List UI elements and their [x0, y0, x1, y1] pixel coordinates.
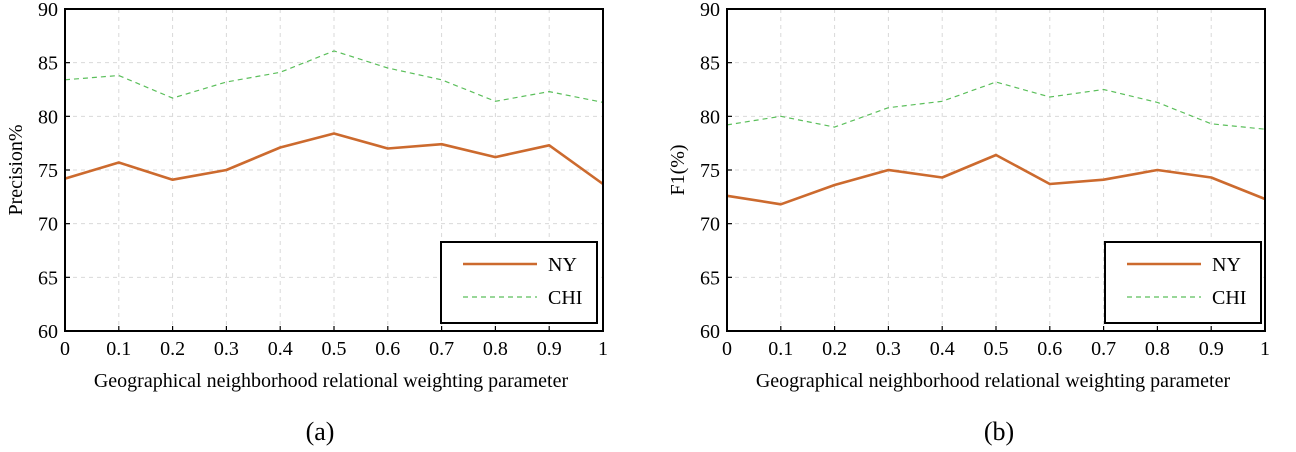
legend-label-ny: NY [548, 254, 577, 276]
y-tick-label: 70 [38, 214, 58, 236]
x-tick-label: 0.7 [429, 338, 454, 360]
series-line-chi [726, 81, 1266, 130]
chart-panel-b: 0 0.1 0.2 0.3 0.4 0.5 0.6 0.7 0.8 0.9 1 60 65 70 75 80 8… [667, 0, 1270, 446]
y-tick-label: 60 [38, 321, 58, 343]
y-tick-label: 65 [38, 267, 58, 289]
legend-box [1104, 241, 1262, 324]
x-tick-label: 0.3 [876, 338, 901, 360]
x-tick-label: 0.8 [483, 338, 508, 360]
series-line-chi [64, 50, 604, 103]
x-tick-label: 0.2 [822, 338, 847, 360]
x-tick-label: 0 [60, 338, 70, 360]
y-tick-label: 80 [38, 106, 58, 128]
y-tick-label: 75 [38, 160, 58, 182]
y-tick-label: 85 [38, 53, 58, 75]
x-tick-label: 1 [1260, 338, 1270, 360]
y-axis-label: F1(%) [667, 144, 689, 195]
x-tick-label: 0.5 [322, 338, 347, 360]
y-tick-label: 60 [700, 321, 720, 343]
x-tick-label: 0.9 [1199, 338, 1224, 360]
x-tick-label: 1 [598, 338, 608, 360]
x-tick-label: 0.4 [268, 338, 293, 360]
x-tick-label: 0.2 [160, 338, 185, 360]
series-line-ny [726, 153, 1266, 206]
y-axis-label: Precision% [5, 124, 27, 215]
legend: NY CHI [1104, 241, 1262, 324]
legend-label-ny: NY [1212, 254, 1241, 276]
series-line-ny [64, 132, 604, 186]
x-axis-label: Geographical neighborhood relational wei… [756, 370, 1231, 392]
x-tick-label: 0.3 [214, 338, 239, 360]
legend-label-chi: CHI [1212, 287, 1246, 309]
y-tick-label: 90 [700, 0, 720, 21]
x-tick-label: 0.1 [106, 338, 131, 360]
chart-panel-a: 0 0.1 0.2 0.3 0.4 0.5 0.6 0.7 0.8 0.9 1 60 65 70 75 80 8… [5, 0, 608, 446]
legend-label-chi: CHI [548, 287, 582, 309]
x-tick-label: 0.6 [375, 338, 400, 360]
y-tick-label: 85 [700, 53, 720, 75]
x-tick-label: 0.9 [537, 338, 562, 360]
y-tick-label: 70 [700, 214, 720, 236]
x-tick-label: 0.7 [1091, 338, 1116, 360]
panel-caption: (b) [984, 417, 1014, 446]
x-tick-label: 0.4 [930, 338, 955, 360]
y-tick-label: 90 [38, 0, 58, 21]
x-tick-label: 0.6 [1037, 338, 1062, 360]
panel-caption: (a) [306, 417, 335, 446]
x-tick-label: 0 [722, 338, 732, 360]
x-tick-label: 0.8 [1145, 338, 1170, 360]
y-tick-label: 75 [700, 160, 720, 182]
x-axis-label: Geographical neighborhood relational wei… [94, 370, 569, 392]
y-tick-label: 65 [700, 267, 720, 289]
legend: NY CHI [440, 241, 598, 324]
x-tick-label: 0.5 [984, 338, 1009, 360]
x-tick-label: 0.1 [768, 338, 793, 360]
legend-box [440, 241, 598, 324]
y-tick-label: 80 [700, 106, 720, 128]
